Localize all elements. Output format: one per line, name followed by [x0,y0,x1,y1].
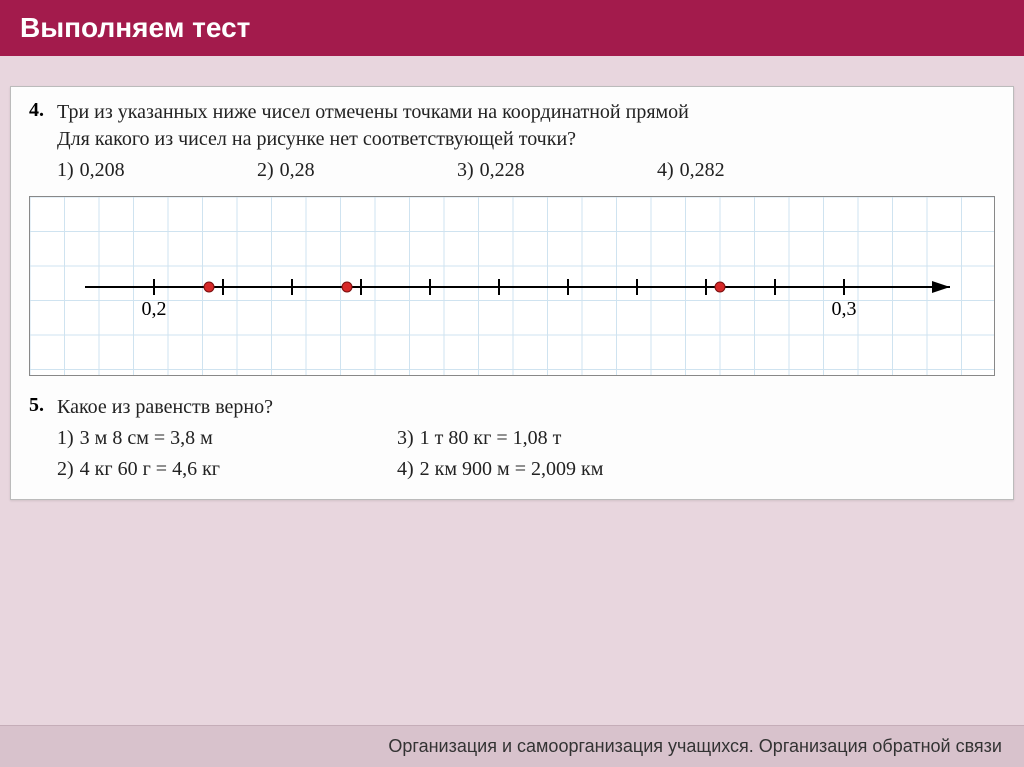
footer-text: Организация и самоорганизация учащихся. … [388,736,1002,756]
slide-footer: Организация и самоорганизация учащихся. … [0,725,1024,767]
q4-opt-1: 1)0,208 [57,157,257,184]
slide-header: Выполняем тест [0,0,1024,56]
svg-text:0,3: 0,3 [832,298,857,320]
content-area: 4. Три из указанных ниже чисел отмечены … [0,56,1024,500]
q4-line1: Три из указанных ниже чисел отмечены точ… [57,99,995,126]
q5-text: Какое из равенств верно? [57,394,995,421]
q5-opt-3: 3)1 т 80 кг = 1,08 т [397,425,757,452]
q4-options: 1)0,208 2)0,28 3)0,228 4)0,282 [57,157,995,184]
question-4: 4. Три из указанных ниже чисел отмечены … [29,99,995,184]
q4-opt-3: 3)0,228 [457,157,657,184]
q4-number: 4. [29,99,57,184]
q5-opt-4: 4)2 км 900 м = 2,009 км [397,456,757,483]
q5-opt-1: 1)3 м 8 см = 3,8 м [57,425,357,452]
paper-scan: 4. Три из указанных ниже чисел отмечены … [10,86,1014,500]
q4-opt-4: 4)0,282 [657,157,857,184]
question-5: 5. Какое из равенств верно? 1)3 м 8 см =… [29,394,995,483]
q4-body: Три из указанных ниже чисел отмечены точ… [57,99,995,184]
q4-opt-2: 2)0,28 [257,157,457,184]
q5-number: 5. [29,394,57,483]
svg-text:0,2: 0,2 [142,298,167,320]
numberline-graph: 0,2 0,3 [29,196,995,376]
numberline-svg: 0,2 0,3 [30,197,995,376]
q4-line2: Для какого из чисел на рисунке нет соотв… [57,126,995,153]
q5-body: Какое из равенств верно? 1)3 м 8 см = 3,… [57,394,995,483]
header-title: Выполняем тест [20,12,250,43]
q5-opt-2: 2)4 кг 60 г = 4,6 кг [57,456,357,483]
q5-options: 1)3 м 8 см = 3,8 м 3)1 т 80 кг = 1,08 т … [57,425,995,483]
